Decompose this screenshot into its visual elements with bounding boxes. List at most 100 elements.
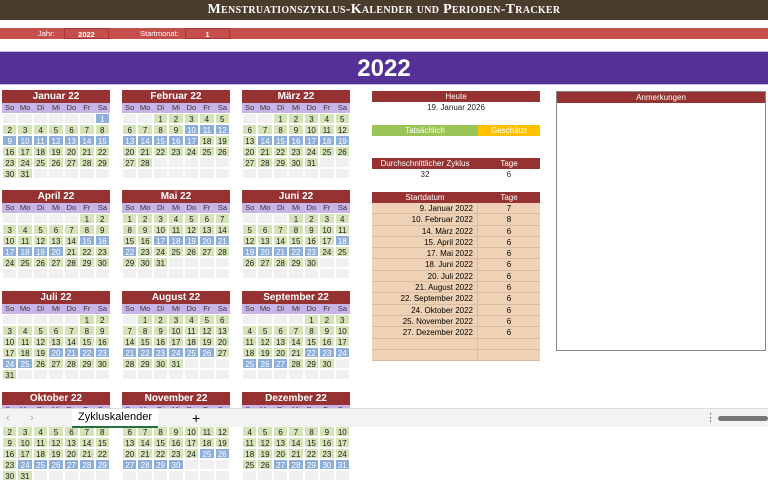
day-cell[interactable]: 13 (272, 336, 289, 347)
day-cell[interactable]: 2 (94, 314, 110, 325)
day-cell[interactable]: 14 (288, 437, 304, 448)
day-cell[interactable]: 28 (122, 358, 138, 369)
day-cell[interactable]: 20 (48, 347, 64, 358)
day-cell[interactable]: 15 (288, 235, 304, 246)
day-cell[interactable]: 27 (122, 459, 138, 470)
day-cell[interactable]: 19 (48, 448, 64, 459)
day-cell[interactable]: 15 (122, 235, 138, 246)
day-cell[interactable]: 5 (32, 224, 49, 235)
day-cell[interactable]: 28 (137, 157, 153, 168)
day-cell[interactable]: 30 (152, 358, 169, 369)
day-cell[interactable]: 16 (319, 437, 335, 448)
day-cell[interactable]: 5 (214, 113, 230, 124)
day-cell[interactable]: 18 (242, 448, 258, 459)
day-cell[interactable]: 26 (214, 146, 230, 157)
day-cell[interactable]: 9 (2, 135, 18, 146)
day-cell[interactable]: 31 (168, 358, 184, 369)
day-cell[interactable]: 29 (94, 459, 110, 470)
day-cell[interactable]: 9 (303, 224, 320, 235)
day-cell[interactable]: 28 (137, 459, 153, 470)
day-cell[interactable]: 14 (79, 437, 95, 448)
day-cell[interactable]: 21 (63, 347, 80, 358)
day-cell[interactable]: 30 (2, 470, 18, 481)
day-cell[interactable]: 4 (242, 426, 258, 437)
day-cell[interactable]: 5 (199, 314, 215, 325)
day-cell[interactable]: 11 (168, 224, 184, 235)
day-cell[interactable]: 28 (257, 157, 273, 168)
days-cell[interactable]: 6 (506, 305, 512, 315)
day-cell[interactable]: 15 (272, 135, 289, 146)
day-cell[interactable]: 5 (257, 325, 273, 336)
day-cell[interactable]: 24 (303, 146, 320, 157)
day-cell[interactable]: 16 (137, 235, 153, 246)
day-cell[interactable]: 25 (17, 358, 33, 369)
day-cell[interactable]: 9 (288, 124, 304, 135)
day-cell[interactable]: 1 (122, 213, 138, 224)
day-cell[interactable]: 30 (94, 257, 110, 268)
day-cell[interactable]: 27 (242, 157, 258, 168)
day-cell[interactable]: 24 (17, 157, 33, 168)
start-date-cell[interactable]: 25. November 2022 (372, 315, 478, 327)
day-cell[interactable]: 30 (303, 257, 320, 268)
day-cell[interactable]: 15 (152, 135, 169, 146)
day-cell[interactable]: 16 (303, 235, 320, 246)
day-cell[interactable]: 8 (79, 224, 95, 235)
day-cell[interactable]: 3 (17, 124, 33, 135)
day-cell[interactable]: 25 (168, 246, 184, 257)
days-cell[interactable]: 6 (506, 271, 512, 281)
day-cell[interactable]: 4 (183, 314, 200, 325)
day-cell[interactable]: 10 (168, 325, 184, 336)
day-cell[interactable]: 30 (288, 157, 304, 168)
days-cell[interactable]: 6 (506, 260, 512, 270)
day-cell[interactable]: 20 (48, 246, 64, 257)
day-cell[interactable]: 4 (17, 325, 33, 336)
day-cell[interactable]: 7 (63, 224, 80, 235)
day-cell[interactable]: 10 (152, 224, 169, 235)
day-cell[interactable]: 6 (257, 224, 273, 235)
day-cell[interactable]: 5 (48, 426, 64, 437)
start-date-cell[interactable]: 9. Januar 2022 (372, 203, 478, 214)
day-cell[interactable]: 15 (79, 235, 95, 246)
day-cell[interactable]: 17 (319, 235, 335, 246)
day-cell[interactable]: 2 (2, 124, 18, 135)
day-cell[interactable]: 12 (257, 437, 273, 448)
day-cell[interactable]: 23 (319, 347, 335, 358)
day-cell[interactable]: 2 (94, 213, 110, 224)
day-cell[interactable]: 21 (122, 347, 138, 358)
day-cell[interactable]: 8 (288, 224, 304, 235)
day-cell[interactable]: 26 (32, 358, 49, 369)
day-cell[interactable]: 14 (122, 336, 138, 347)
day-cell[interactable]: 21 (288, 448, 304, 459)
day-cell[interactable]: 24 (319, 246, 335, 257)
day-cell[interactable]: 3 (2, 325, 18, 336)
days-cell[interactable]: 6 (506, 249, 512, 259)
day-cell[interactable]: 23 (152, 347, 169, 358)
day-cell[interactable]: 29 (152, 459, 169, 470)
day-cell[interactable]: 22 (79, 246, 95, 257)
day-cell[interactable]: 28 (63, 257, 80, 268)
day-cell[interactable]: 19 (32, 246, 49, 257)
day-cell[interactable]: 27 (257, 257, 273, 268)
day-cell[interactable]: 5 (334, 113, 350, 124)
horizontal-scrollbar[interactable] (718, 416, 768, 421)
day-cell[interactable]: 12 (214, 426, 230, 437)
day-cell[interactable]: 29 (303, 459, 320, 470)
day-cell[interactable]: 10 (2, 336, 18, 347)
day-cell[interactable]: 16 (2, 146, 18, 157)
day-cell[interactable]: 25 (334, 246, 350, 257)
day-cell[interactable]: 31 (17, 168, 33, 179)
day-cell[interactable]: 23 (168, 448, 184, 459)
day-cell[interactable]: 20 (257, 246, 273, 257)
day-cell[interactable]: 7 (288, 426, 304, 437)
day-cell[interactable]: 3 (303, 113, 320, 124)
day-cell[interactable]: 4 (32, 426, 49, 437)
day-cell[interactable]: 7 (257, 124, 273, 135)
days-cell[interactable] (478, 350, 540, 360)
day-cell[interactable]: 7 (137, 124, 153, 135)
day-cell[interactable]: 15 (303, 336, 320, 347)
day-cell[interactable]: 23 (2, 157, 18, 168)
day-cell[interactable]: 23 (168, 146, 184, 157)
day-cell[interactable]: 15 (94, 437, 110, 448)
day-cell[interactable]: 27 (214, 347, 230, 358)
day-cell[interactable]: 24 (2, 358, 18, 369)
